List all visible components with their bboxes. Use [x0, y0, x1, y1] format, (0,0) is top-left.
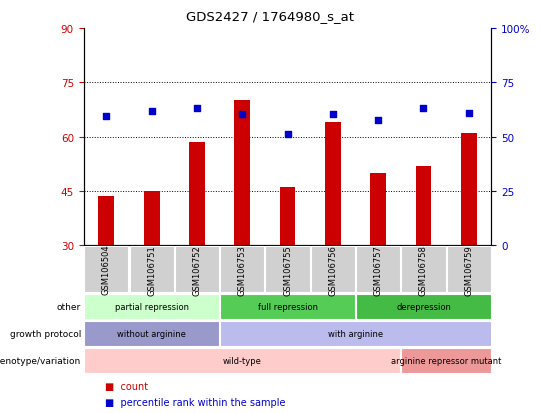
- Point: [147, 108, 156, 114]
- Point: [193, 106, 201, 112]
- Point: [464, 110, 473, 117]
- Bar: [461, 134, 477, 246]
- Bar: [280, 188, 295, 246]
- Text: GSM106757: GSM106757: [374, 244, 383, 295]
- Text: arginine repressor mutant: arginine repressor mutant: [391, 356, 501, 365]
- Text: GSM106756: GSM106756: [328, 244, 338, 295]
- Text: GSM106753: GSM106753: [238, 244, 247, 295]
- Text: full repression: full repression: [258, 302, 318, 311]
- Text: GDS2427 / 1764980_s_at: GDS2427 / 1764980_s_at: [186, 10, 354, 23]
- Point: [102, 114, 111, 120]
- Text: wild-type: wild-type: [223, 356, 262, 365]
- Point: [374, 118, 382, 124]
- Point: [284, 132, 292, 138]
- Point: [419, 106, 428, 112]
- Text: GSM106751: GSM106751: [147, 244, 156, 295]
- Text: growth protocol: growth protocol: [10, 329, 81, 338]
- Bar: [98, 197, 114, 246]
- Text: ■  percentile rank within the sample: ■ percentile rank within the sample: [105, 397, 286, 407]
- Text: GSM106758: GSM106758: [419, 244, 428, 295]
- Text: ■  count: ■ count: [105, 381, 148, 391]
- Text: GSM106759: GSM106759: [464, 244, 473, 295]
- Text: genotype/variation: genotype/variation: [0, 356, 81, 365]
- Text: GSM106504: GSM106504: [102, 244, 111, 295]
- Point: [328, 111, 337, 118]
- Point: [238, 111, 247, 118]
- Text: other: other: [57, 302, 81, 311]
- Bar: [234, 101, 250, 246]
- Bar: [415, 166, 431, 246]
- Bar: [189, 143, 205, 246]
- Text: GSM106752: GSM106752: [192, 244, 201, 295]
- Text: with arginine: with arginine: [328, 329, 383, 338]
- Text: derepression: derepression: [396, 302, 451, 311]
- Text: partial repression: partial repression: [114, 302, 188, 311]
- Bar: [370, 173, 386, 246]
- Bar: [325, 123, 341, 246]
- Text: without arginine: without arginine: [117, 329, 186, 338]
- Bar: [144, 192, 160, 246]
- Text: GSM106755: GSM106755: [283, 244, 292, 295]
